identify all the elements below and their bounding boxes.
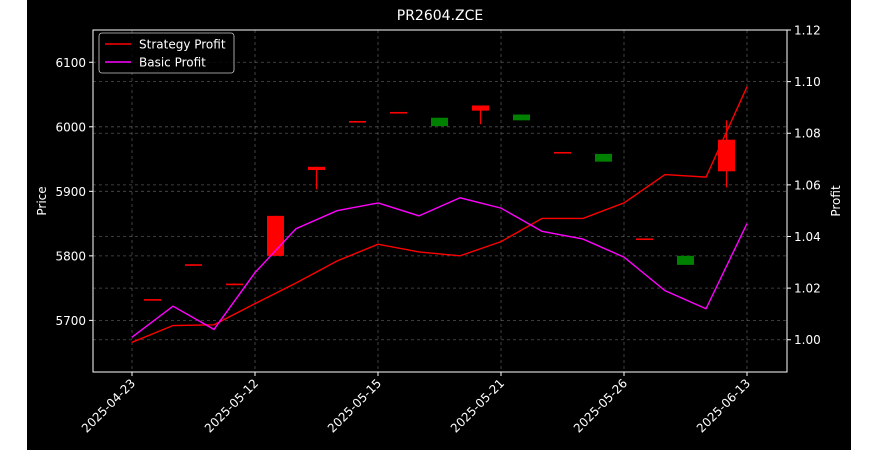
- y-axis-label-profit: Profit: [829, 185, 843, 217]
- candle-body-up: [349, 120, 366, 123]
- y-axis-label-price: Price: [35, 186, 49, 215]
- plot-frame: [92, 29, 788, 373]
- candle-body-down: [677, 255, 694, 265]
- price-tick-label: 5900: [55, 185, 86, 199]
- candle-body-up: [472, 105, 489, 111]
- grid-layer: [93, 29, 787, 372]
- candle-body-up: [185, 264, 202, 266]
- profit-tick-label: 1.10: [794, 75, 821, 89]
- legend-box: [98, 32, 235, 74]
- candle-body-down: [513, 114, 530, 121]
- line-layer: [131, 86, 748, 343]
- legend-label: Strategy Profit: [139, 38, 226, 52]
- candle-body-up: [144, 299, 161, 301]
- profit-tick-label: 1.08: [794, 127, 821, 141]
- candle-body-up: [636, 238, 653, 241]
- profit-tick-label: 1.06: [794, 178, 821, 192]
- candle-body-down: [595, 153, 612, 162]
- candle-body-up: [308, 166, 325, 171]
- candle-body-up: [718, 139, 735, 172]
- candle-body-down: [431, 117, 448, 127]
- right-axis: 1.00 1.02 1.04 1.06 1.08 1.10 1.12: [787, 24, 821, 347]
- candle-body-up: [390, 111, 407, 114]
- price-tick-label: 6000: [55, 120, 86, 134]
- profit-tick-label: 1.04: [794, 230, 821, 244]
- price-tick-label: 5700: [55, 314, 86, 328]
- price-tick-label: 6100: [55, 56, 86, 70]
- candle-body-up: [226, 283, 243, 286]
- profit-tick-label: 1.12: [794, 24, 821, 38]
- candle-body-up: [554, 151, 571, 154]
- figure-background: [27, 0, 851, 450]
- legend-label: Basic Profit: [139, 56, 206, 70]
- basic-profit-line: [131, 197, 748, 338]
- price-tick-label: 5800: [55, 249, 86, 263]
- candle-layer: [144, 105, 735, 301]
- profit-tick-label: 1.00: [794, 333, 821, 347]
- strategy-profit-line: [131, 86, 748, 343]
- legend: Strategy Profit Basic Profit: [98, 32, 235, 74]
- chart-title: PR2604.ZCE: [397, 8, 483, 24]
- profit-tick-label: 1.02: [794, 282, 821, 296]
- left-axis: 5700 5800 5900 6000 6100: [55, 56, 93, 328]
